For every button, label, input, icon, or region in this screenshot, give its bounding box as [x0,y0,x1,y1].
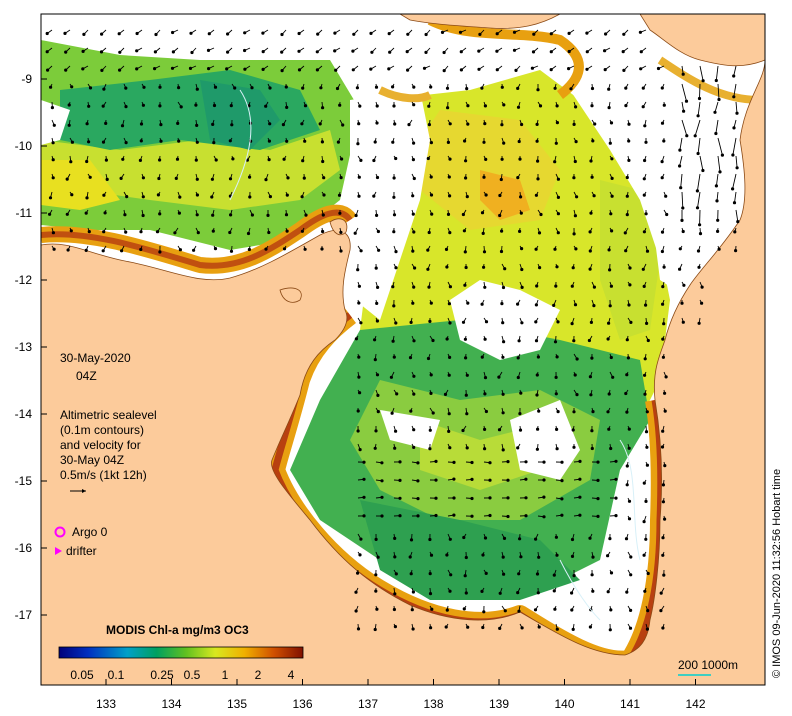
colorbar: MODIS Chl-a mg/m3 OC3 0.05 0.1 0.25 0.5 1 2 4 [58,623,304,682]
lon-tick-label: 141 [620,697,640,711]
colorbar-tick-label: 4 [288,668,295,682]
legend-line-4: 30-May 04Z [60,453,124,467]
depth-scale-label: 200 1000m [678,658,738,672]
lon-tick-label: 139 [489,697,509,711]
drifter-label: drifter [66,544,97,558]
colorbar-tick-label: 2 [255,668,262,682]
lat-tick-label: -17 [15,608,33,622]
land [41,14,765,685]
lat-tick-label: -9 [21,72,32,86]
colorbar-title: MODIS Chl-a mg/m3 OC3 [106,623,249,637]
lat-tick-label: -14 [15,407,33,421]
argo-label: Argo 0 [72,525,108,539]
velocity-vectors [45,29,740,632]
colorbar-tick-label: 0.25 [150,668,174,682]
drifter-icon [55,547,62,555]
lon-tick-label: 134 [161,697,181,711]
lat-tick-label: -11 [16,206,33,220]
lon-tick-label: 135 [227,697,247,711]
cloud-mask [41,20,740,480]
credit-text: © IMOS 09-Jun-2020 11:32:56 Hobart time [771,469,783,678]
colorbar-tick-label: 0.05 [70,668,94,682]
colorbar-tick-label: 0.5 [184,668,201,682]
colorbar-tick-label: 1 [222,668,229,682]
legend-block: Altimetric sealevel (0.1m contours) and … [60,408,157,493]
colorbar-gradient [58,646,304,659]
chlorophyll-field [41,40,670,600]
argo-legend: Argo 0 [54,525,108,539]
map-date: 30-May-2020 [60,351,131,365]
lat-tick-label: -12 [15,273,33,287]
drifter-legend: drifter [55,544,97,558]
colorbar-tick-label: 0.1 [108,668,125,682]
longitude-axis: 133 134 135 136 137 138 139 140 141 142 [96,679,706,711]
lat-tick-label: -16 [15,541,33,555]
legend-line-5: 0.5m/s (1kt 12h) [60,468,147,482]
latitude-axis: -9 -10 -11 -12 -13 -14 -15 -16 -17 [15,72,47,622]
lat-tick-label: -13 [15,340,33,354]
depth-scale: 200 1000m [678,658,738,676]
plot-frame [40,13,766,686]
lon-tick-label: 136 [292,697,312,711]
lon-tick-label: 137 [358,697,378,711]
lat-tick-label: -10 [15,139,33,153]
map-time: 04Z [76,369,97,383]
lon-tick-label: 138 [423,697,443,711]
sealevel-contours [229,89,641,621]
lat-tick-label: -15 [15,474,33,488]
lon-tick-label: 140 [554,697,574,711]
legend-line-2: (0.1m contours) [60,423,144,437]
scale-arrow-icon [70,489,86,493]
lon-tick-label: 133 [96,697,116,711]
lon-tick-label: 142 [685,697,705,711]
legend-line-3: and velocity for [60,438,141,452]
legend-line-1: Altimetric sealevel [60,408,157,422]
argo-icon [54,526,66,538]
